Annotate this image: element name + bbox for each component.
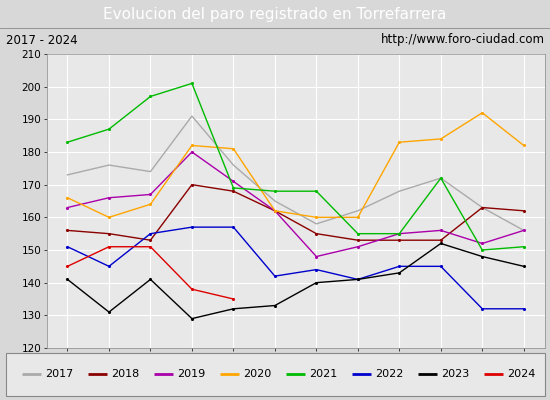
Text: http://www.foro-ciudad.com: http://www.foro-ciudad.com [381,34,544,46]
Text: 2022: 2022 [375,369,404,379]
Text: 2018: 2018 [111,369,139,379]
FancyBboxPatch shape [6,353,544,396]
Text: 2017: 2017 [45,369,73,379]
Text: 2019: 2019 [177,369,205,379]
Text: 2023: 2023 [441,369,469,379]
Text: 2021: 2021 [309,369,337,379]
Text: Evolucion del paro registrado en Torrefarrera: Evolucion del paro registrado en Torrefa… [103,6,447,22]
Text: 2024: 2024 [507,369,536,379]
Text: 2020: 2020 [243,369,271,379]
Text: 2017 - 2024: 2017 - 2024 [6,34,77,46]
